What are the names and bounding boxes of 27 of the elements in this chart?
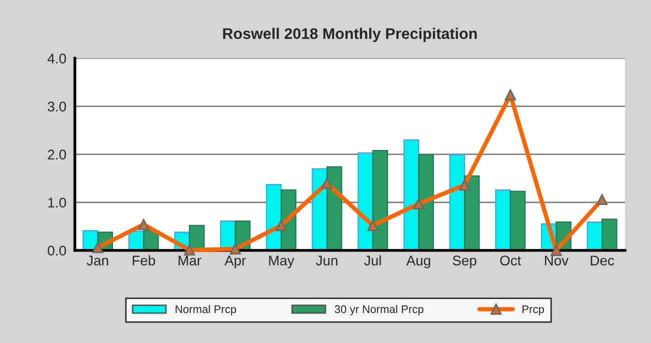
- y-tick-label: 0.0: [48, 246, 66, 256]
- bar: [510, 190, 526, 250]
- legend-label: 30 yr Normal Prcp: [334, 304, 424, 316]
- bar: [372, 150, 388, 250]
- y-tick-label: 3.0: [48, 102, 66, 112]
- chart-title: Roswell 2018 Monthly Precipitation: [223, 28, 477, 42]
- y-tick-label: 2.0: [48, 150, 66, 160]
- x-tick-label: Feb: [132, 255, 156, 266]
- y-tick-label: 4.0: [48, 54, 66, 64]
- bar: [418, 154, 434, 250]
- x-tick-label: Mar: [178, 256, 202, 266]
- legend-label: Normal Prcp: [176, 304, 236, 316]
- y-tick-label: 1.0: [48, 198, 66, 208]
- bar: [464, 175, 480, 250]
- bar: [495, 189, 511, 250]
- x-tick-label: Apr: [224, 256, 246, 268]
- x-tick-label: Jan: [86, 256, 108, 266]
- x-tick-label: Jun: [316, 256, 338, 266]
- x-tick-label: Sep: [452, 256, 476, 268]
- x-tick-label: Aug: [406, 256, 430, 268]
- x-tick-label: May: [269, 256, 294, 268]
- x-tick-label: Nov: [544, 256, 568, 266]
- x-tick-label: Dec: [590, 256, 614, 266]
- legend-label: Prcp: [522, 305, 544, 316]
- x-tick-label: Oct: [500, 256, 522, 266]
- bar: [601, 218, 618, 250]
- x-tick-label: Jul: [364, 255, 381, 266]
